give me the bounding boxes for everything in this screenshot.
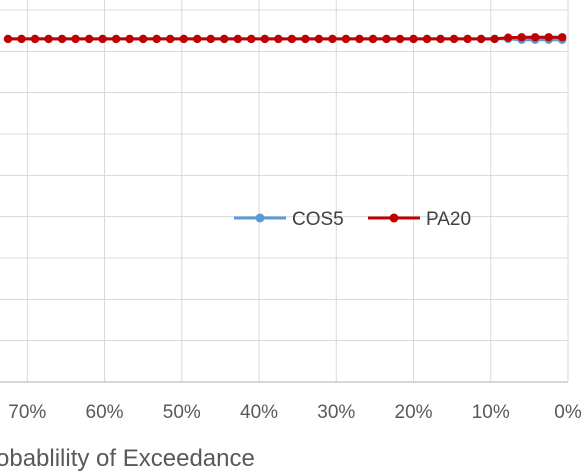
data-point-pa20: [328, 34, 337, 44]
data-point-pa20: [44, 34, 53, 44]
data-point-pa20: [274, 34, 283, 44]
data-point-pa20: [260, 34, 270, 44]
chart-gridlines: [0, 0, 569, 382]
legend-marker-pa20: [389, 213, 399, 223]
data-point-pa20: [98, 34, 107, 44]
data-point-pa20: [503, 33, 513, 42]
x-tick-label: 70%: [8, 402, 46, 423]
data-point-pa20: [193, 34, 202, 44]
chart-legend: COS5 PA20: [234, 209, 471, 230]
x-tick-label: 0%: [554, 402, 582, 423]
data-point-pa20: [30, 34, 40, 44]
data-point-pa20: [17, 34, 26, 44]
data-point-pa20: [530, 33, 540, 42]
legend-label-cos5: COS5: [292, 209, 344, 230]
data-point-pa20: [71, 34, 80, 44]
data-point-pa20: [558, 33, 567, 42]
legend-label-pa20: PA20: [426, 209, 471, 230]
data-point-pa20: [490, 34, 499, 44]
x-tick-label: 40%: [240, 402, 278, 423]
data-point-pa20: [206, 34, 215, 44]
data-point-pa20: [449, 34, 459, 44]
data-point-pa20: [179, 34, 188, 44]
data-point-pa20: [341, 34, 351, 44]
legend-item-cos5: COS5: [234, 209, 344, 230]
data-point-pa20: [138, 34, 148, 44]
data-point-pa20: [544, 33, 553, 42]
data-point-pa20: [355, 34, 364, 44]
data-point-pa20: [84, 34, 94, 44]
data-point-pa20: [422, 34, 432, 44]
data-point-pa20: [314, 34, 324, 44]
x-tick-label: 60%: [86, 402, 124, 423]
data-point-pa20: [409, 34, 418, 44]
data-point-pa20: [382, 34, 391, 44]
data-point-pa20: [152, 34, 161, 44]
series-pa20: [3, 33, 567, 44]
chart-series-layer: [3, 33, 567, 44]
x-axis-title: obablility of Exceedance: [0, 445, 255, 472]
x-tick-label: 30%: [317, 402, 355, 423]
x-tick-label: 50%: [163, 402, 201, 423]
chart-x-tick-labels: 70% 60% 50% 40% 30% 20% 10% 0%: [8, 402, 582, 423]
data-point-pa20: [301, 34, 310, 44]
data-point-pa20: [57, 34, 67, 44]
data-point-pa20: [517, 33, 526, 42]
legend-marker-cos5: [255, 213, 265, 223]
data-point-pa20: [220, 34, 229, 44]
data-point-pa20: [247, 34, 256, 44]
legend-item-pa20: PA20: [368, 209, 471, 230]
x-tick-label: 10%: [472, 402, 510, 423]
x-tick-label: 20%: [395, 402, 433, 423]
data-point-pa20: [166, 34, 175, 44]
data-point-pa20: [111, 34, 121, 44]
data-point-pa20: [476, 34, 486, 44]
data-point-pa20: [125, 34, 134, 44]
data-point-pa20: [368, 34, 378, 44]
data-point-pa20: [395, 34, 405, 44]
data-point-pa20: [287, 34, 297, 44]
data-point-pa20: [233, 34, 242, 44]
data-point-pa20: [436, 34, 445, 44]
data-point-pa20: [463, 34, 472, 44]
data-point-pa20: [3, 34, 13, 44]
